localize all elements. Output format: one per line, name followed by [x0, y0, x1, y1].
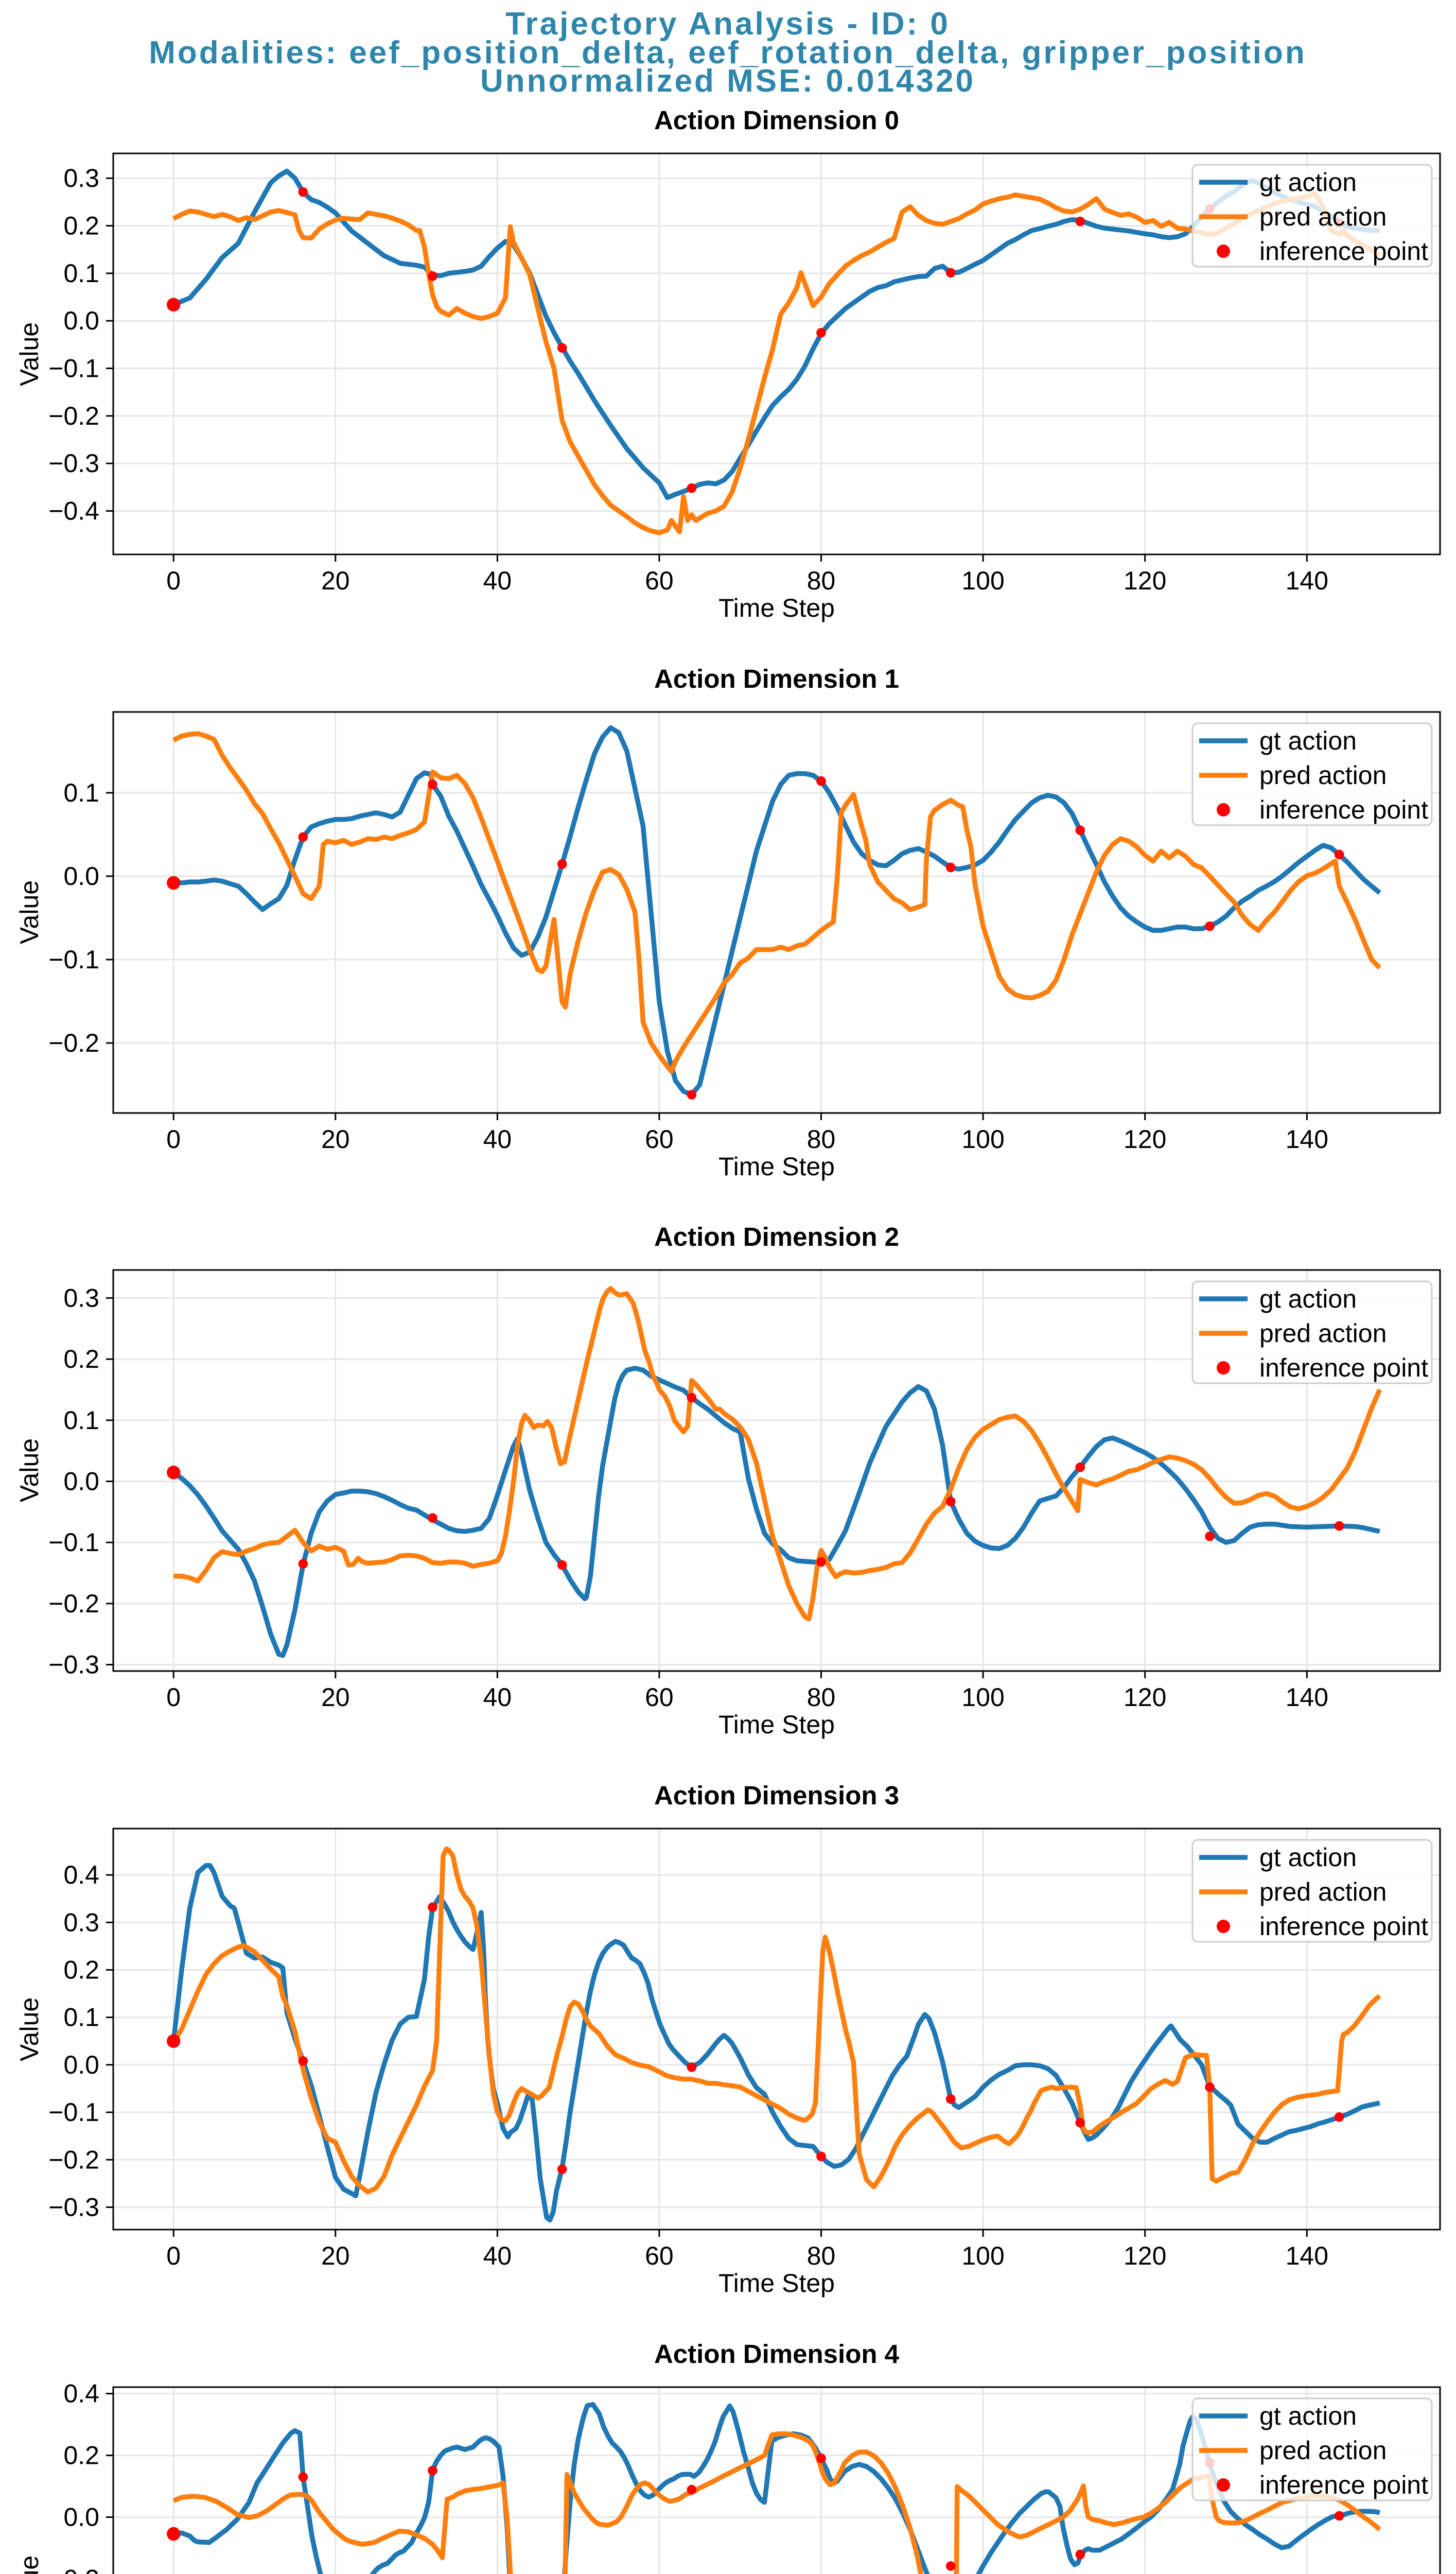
svg-text:60: 60	[645, 2241, 674, 2270]
svg-text:gt action: gt action	[1259, 726, 1357, 755]
svg-text:0.2: 0.2	[63, 1956, 99, 1985]
svg-text:gt action: gt action	[1259, 168, 1357, 197]
svg-text:Action Dimension 0: Action Dimension 0	[654, 106, 899, 135]
svg-text:pred action: pred action	[1259, 1319, 1387, 1348]
svg-text:20: 20	[321, 566, 350, 595]
svg-text:gt action: gt action	[1259, 2402, 1357, 2430]
svg-text:0.0: 0.0	[63, 306, 99, 335]
svg-text:120: 120	[1124, 2241, 1166, 2270]
svg-text:pred action: pred action	[1259, 202, 1387, 231]
svg-text:0.1: 0.1	[63, 778, 99, 807]
svg-text:0.3: 0.3	[63, 1908, 99, 1937]
svg-text:80: 80	[807, 1125, 836, 1154]
svg-text:Action Dimension 1: Action Dimension 1	[654, 664, 899, 693]
svg-text:Value: Value	[15, 322, 44, 386]
svg-text:0.0: 0.0	[63, 1467, 99, 1496]
svg-text:−0.3: −0.3	[48, 1650, 99, 1679]
svg-text:Modalities: eef_position_delta: Modalities: eef_position_delta, eef_rota…	[149, 35, 1306, 71]
svg-text:−0.2: −0.2	[48, 2145, 99, 2174]
svg-text:0.2: 0.2	[63, 2441, 99, 2470]
svg-text:20: 20	[321, 1125, 350, 1154]
svg-text:0.2: 0.2	[63, 1345, 99, 1373]
svg-text:0.2: 0.2	[63, 212, 99, 240]
svg-text:Trajectory Analysis - ID: 0: Trajectory Analysis - ID: 0	[505, 6, 950, 42]
svg-text:40: 40	[483, 1125, 512, 1154]
svg-text:Action Dimension 3: Action Dimension 3	[654, 1781, 899, 1810]
svg-text:0.1: 0.1	[63, 259, 99, 288]
svg-text:120: 120	[1124, 1125, 1166, 1154]
svg-text:120: 120	[1124, 566, 1166, 595]
svg-text:100: 100	[961, 1125, 1004, 1154]
svg-text:0: 0	[166, 566, 181, 595]
svg-text:0: 0	[166, 1683, 181, 1712]
svg-text:−0.1: −0.1	[48, 2098, 99, 2127]
svg-text:Action Dimension 2: Action Dimension 2	[654, 1222, 899, 1251]
svg-text:−0.1: −0.1	[48, 945, 99, 974]
svg-text:80: 80	[807, 1683, 836, 1712]
svg-text:inference point: inference point	[1259, 2471, 1428, 2499]
svg-text:Action Dimension 4: Action Dimension 4	[654, 2339, 900, 2369]
svg-text:0.0: 0.0	[63, 862, 99, 891]
svg-text:−0.2: −0.2	[48, 1029, 99, 1057]
svg-text:Time Step: Time Step	[718, 2269, 835, 2298]
svg-text:pred action: pred action	[1259, 761, 1387, 790]
svg-text:0.4: 0.4	[63, 1860, 99, 1889]
svg-text:−0.4: −0.4	[48, 497, 99, 526]
svg-text:0: 0	[166, 1125, 181, 1154]
svg-text:60: 60	[645, 1125, 674, 1154]
svg-text:inference point: inference point	[1259, 237, 1428, 266]
svg-text:0: 0	[166, 2241, 181, 2270]
svg-text:Time Step: Time Step	[718, 1710, 835, 1739]
svg-text:0.0: 0.0	[63, 2050, 99, 2079]
svg-text:0.3: 0.3	[63, 1283, 99, 1312]
svg-text:80: 80	[807, 566, 836, 595]
svg-text:0.3: 0.3	[63, 164, 99, 193]
svg-text:inference point: inference point	[1259, 795, 1428, 824]
svg-text:140: 140	[1286, 566, 1328, 595]
svg-text:−0.3: −0.3	[48, 449, 99, 478]
svg-text:−0.2: −0.2	[48, 2565, 99, 2574]
svg-text:inference point: inference point	[1259, 1353, 1428, 1382]
svg-text:20: 20	[321, 2241, 350, 2270]
svg-text:100: 100	[961, 566, 1004, 595]
svg-text:40: 40	[483, 2241, 512, 2270]
svg-text:Unnormalized MSE: 0.014320: Unnormalized MSE: 0.014320	[480, 63, 975, 99]
svg-text:gt action: gt action	[1259, 1284, 1357, 1313]
svg-text:20: 20	[321, 1683, 350, 1712]
svg-text:inference point: inference point	[1259, 1912, 1428, 1941]
svg-text:−0.2: −0.2	[48, 402, 99, 430]
svg-text:40: 40	[483, 566, 512, 595]
svg-text:0.1: 0.1	[63, 2003, 99, 2032]
svg-text:100: 100	[961, 1683, 1004, 1712]
svg-text:60: 60	[645, 1683, 674, 1712]
svg-text:−0.2: −0.2	[48, 1589, 99, 1618]
svg-text:60: 60	[645, 566, 674, 595]
svg-text:Time Step: Time Step	[718, 1152, 835, 1181]
svg-text:140: 140	[1286, 2241, 1328, 2270]
svg-text:140: 140	[1286, 1683, 1328, 1712]
svg-text:gt action: gt action	[1259, 1843, 1357, 1872]
svg-text:120: 120	[1124, 1683, 1166, 1712]
svg-text:pred action: pred action	[1259, 1877, 1387, 1906]
svg-text:Value: Value	[15, 1438, 44, 1502]
svg-text:40: 40	[483, 1683, 512, 1712]
svg-text:0.0: 0.0	[63, 2503, 99, 2532]
svg-text:Time Step: Time Step	[718, 594, 835, 622]
svg-text:pred action: pred action	[1259, 2436, 1387, 2465]
svg-text:Value: Value	[15, 880, 44, 944]
svg-text:−0.1: −0.1	[48, 1528, 99, 1557]
svg-text:100: 100	[961, 2241, 1004, 2270]
svg-text:0.1: 0.1	[63, 1406, 99, 1435]
svg-text:Value: Value	[15, 2555, 44, 2574]
svg-text:Value: Value	[15, 1997, 44, 2061]
svg-text:140: 140	[1286, 1125, 1328, 1154]
svg-text:80: 80	[807, 2241, 836, 2270]
svg-text:−0.1: −0.1	[48, 354, 99, 383]
svg-text:−0.3: −0.3	[48, 2193, 99, 2222]
svg-text:0.4: 0.4	[63, 2379, 99, 2408]
